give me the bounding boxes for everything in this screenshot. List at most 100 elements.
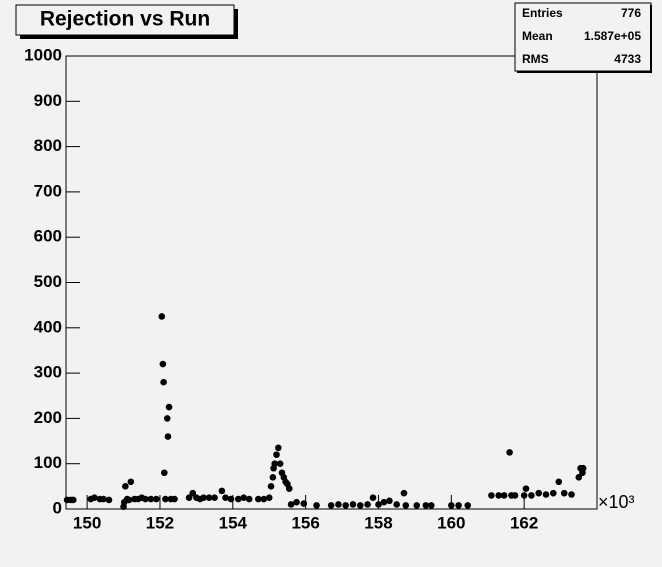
point [380, 498, 388, 506]
y-tick-label: 500 [34, 272, 62, 291]
point [142, 495, 149, 503]
point [356, 502, 364, 509]
point [218, 487, 226, 495]
point [163, 415, 171, 422]
point [500, 492, 508, 499]
y-tick-label: 100 [34, 453, 62, 472]
point [159, 360, 167, 368]
point [273, 451, 280, 458]
stats-box [514, 2, 652, 72]
point [161, 469, 168, 477]
point [568, 491, 575, 498]
point [160, 378, 167, 386]
point [158, 313, 166, 320]
stats-value: 4733 [614, 52, 641, 66]
point [448, 502, 455, 509]
point [162, 495, 169, 503]
point [327, 502, 335, 509]
point [276, 460, 284, 468]
point [364, 501, 371, 508]
point [267, 483, 275, 490]
point [506, 449, 513, 456]
stats-label: RMS [522, 52, 549, 66]
stats-value: 1.587e+05 [584, 29, 641, 43]
point [393, 501, 400, 508]
point [427, 502, 435, 509]
x-tick-label: 150 [73, 513, 101, 532]
x-multiplier: ×10³ [598, 492, 635, 512]
point [300, 500, 308, 507]
point [240, 494, 248, 501]
title-box [15, 4, 235, 36]
point [269, 473, 277, 481]
point [260, 495, 268, 503]
stats-label: Mean [522, 29, 553, 43]
point [349, 501, 357, 508]
point [105, 496, 113, 504]
point [520, 492, 528, 499]
point [245, 495, 253, 503]
point [402, 502, 410, 509]
point [400, 489, 408, 497]
y-tick-label: 300 [34, 363, 62, 382]
y-tick-label: 200 [34, 408, 62, 427]
point [495, 492, 502, 499]
point [265, 494, 273, 501]
x-tick-label: 162 [510, 513, 538, 532]
x-tick-label: 160 [437, 513, 465, 532]
point [125, 496, 133, 504]
point [69, 496, 77, 504]
point [200, 494, 207, 501]
point [386, 497, 393, 505]
point [560, 489, 568, 497]
x-tick-label: 156 [291, 513, 319, 532]
y-tick-label: 1000 [24, 45, 62, 64]
point [293, 498, 300, 506]
point [535, 489, 543, 497]
point [91, 494, 98, 501]
point [555, 478, 563, 486]
point [189, 489, 197, 497]
point [542, 491, 550, 498]
point [488, 492, 495, 499]
stats-label: Entries [522, 6, 563, 20]
point [254, 495, 262, 503]
stats-value: 776 [621, 6, 641, 20]
plot-frame [65, 55, 598, 510]
point [335, 501, 342, 508]
point [164, 433, 172, 440]
point [369, 494, 377, 501]
point [185, 494, 193, 501]
point [153, 495, 160, 503]
point [455, 502, 462, 509]
point [227, 495, 235, 503]
chart-title: Rejection vs Run [40, 8, 210, 31]
point [511, 492, 519, 499]
point [165, 403, 173, 411]
y-tick-label: 700 [34, 181, 62, 200]
point [147, 495, 155, 503]
point [127, 478, 135, 486]
x-tick-label: 152 [146, 513, 174, 532]
point [522, 485, 530, 492]
x-tick-label: 158 [364, 513, 392, 532]
point [271, 460, 278, 468]
point [211, 494, 218, 501]
y-tick-label: 0 [53, 498, 62, 517]
x-tick-label: 154 [219, 513, 248, 532]
point [285, 485, 293, 492]
point [549, 489, 557, 497]
point [528, 492, 535, 499]
y-tick-label: 400 [34, 317, 62, 336]
point [313, 502, 320, 509]
point [205, 494, 213, 501]
y-tick-label: 800 [34, 136, 62, 155]
y-tick-label: 900 [34, 91, 62, 110]
point [422, 502, 430, 509]
y-tick-label: 600 [34, 227, 62, 246]
point [234, 495, 242, 503]
point [579, 464, 587, 472]
point [375, 501, 382, 508]
